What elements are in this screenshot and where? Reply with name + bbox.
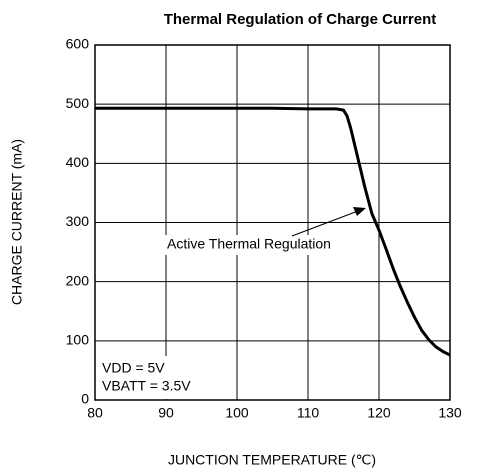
arrow-head <box>353 207 366 216</box>
annotation: Active Thermal Regulation <box>167 236 331 252</box>
y-tick-label: 400 <box>66 154 90 170</box>
y-tick-label: 100 <box>66 332 90 348</box>
x-tick-label: 110 <box>297 405 320 421</box>
x-tick-label: 80 <box>87 405 103 421</box>
data-line <box>95 106 451 357</box>
annotation-arrow <box>291 210 359 237</box>
chart-title: Thermal Regulation of Charge Current <box>164 11 437 28</box>
y-tick-label: 500 <box>66 95 90 111</box>
note-bg <box>96 356 188 399</box>
x-tick-label: 120 <box>367 405 391 421</box>
y-tick-label: 0 <box>81 391 89 407</box>
x-tick-label: 130 <box>438 405 462 421</box>
y-axis-label: CHARGE CURRENT (mA) <box>9 139 25 305</box>
note: VBATT = 3.5V <box>102 378 191 394</box>
y-tick-label: 300 <box>66 213 90 229</box>
annotation-bg <box>146 235 352 255</box>
x-axis-label: JUNCTION TEMPERATURE (℃) <box>168 452 376 468</box>
x-tick-label: 100 <box>225 405 249 421</box>
y-tick-label: 200 <box>66 272 90 288</box>
plot-border <box>94 44 451 401</box>
note: VDD = 5V <box>102 360 165 376</box>
y-tick-label: 600 <box>66 36 90 52</box>
x-tick-label: 90 <box>158 405 174 421</box>
